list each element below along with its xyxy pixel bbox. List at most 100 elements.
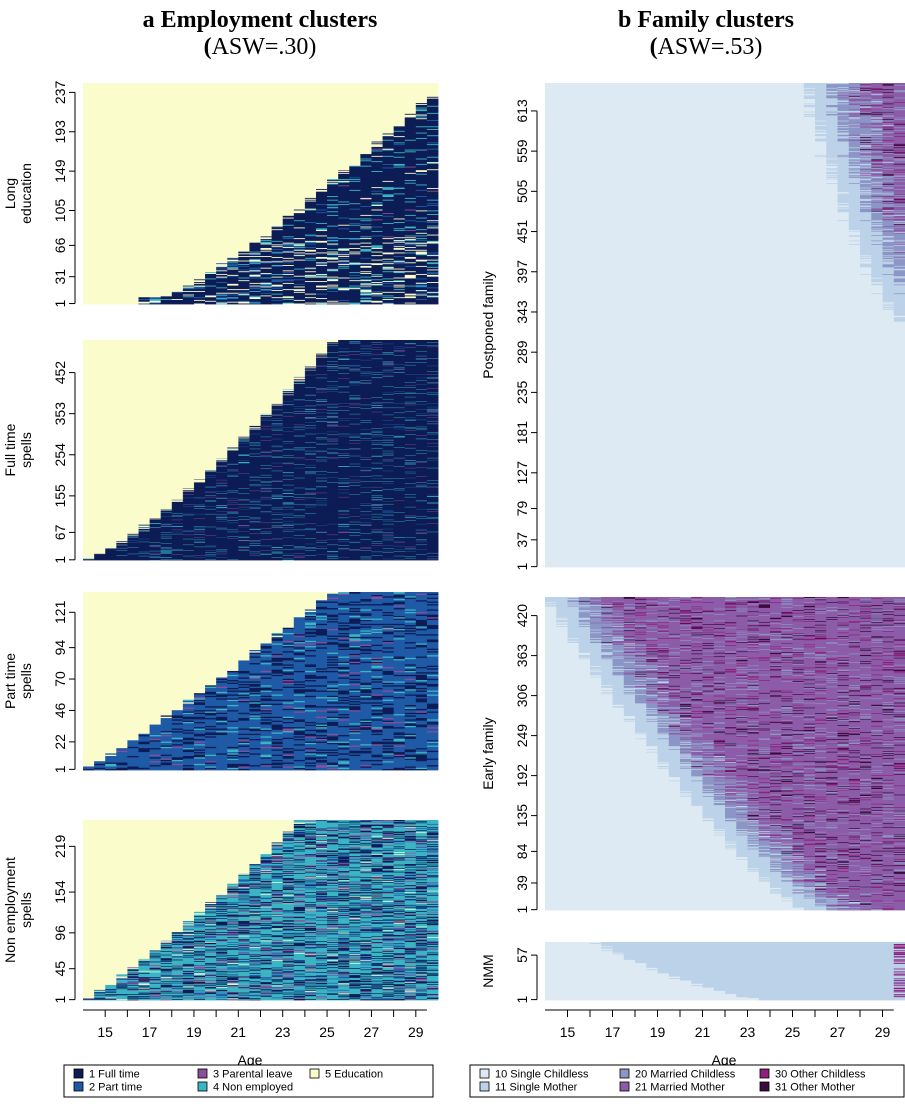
state-cell [338, 183, 439, 185]
state-cell [83, 255, 272, 257]
state-cell [83, 216, 284, 218]
state-cell [338, 745, 350, 747]
state-cell [349, 274, 361, 276]
state-cell [227, 266, 239, 268]
state-cell [171, 294, 184, 296]
state-cell [83, 764, 95, 767]
state-cell [83, 445, 239, 446]
state-cell [249, 433, 261, 435]
state-cell [227, 522, 239, 524]
state-cell [205, 767, 217, 770]
state-cell [260, 741, 272, 743]
state-cell [404, 423, 439, 425]
state-cell [349, 224, 361, 226]
state-cell [293, 755, 372, 758]
state-cell [338, 749, 406, 751]
state-cell [83, 376, 295, 378]
state-cell [293, 545, 306, 547]
state-cell [327, 297, 361, 300]
state-cell [216, 526, 239, 528]
state-cell [304, 374, 439, 376]
state-cell [426, 479, 439, 481]
state-cell [327, 278, 339, 280]
state-cell [83, 733, 139, 736]
y-tick-label: 353 [52, 402, 68, 426]
state-cell [360, 398, 383, 400]
state-cell [349, 170, 372, 172]
state-cell [83, 116, 417, 118]
state-cell [271, 292, 361, 294]
state-cell [271, 755, 284, 758]
state-cell [426, 295, 439, 298]
panel-asw: (ASW=.30) [204, 34, 317, 60]
state-cell [382, 282, 395, 284]
state-cell [249, 243, 261, 245]
state-cell [282, 246, 295, 249]
state-cell [315, 208, 350, 210]
state-cell [83, 516, 162, 517]
state-cell [94, 760, 150, 763]
state-cell [371, 282, 383, 284]
state-cell [160, 551, 173, 553]
state-cell [349, 165, 372, 167]
state-cell [83, 298, 139, 300]
state-cell [171, 506, 195, 507]
state-cell [205, 518, 361, 519]
state-cell [282, 545, 295, 546]
state-cell [293, 298, 383, 300]
state-cell [127, 762, 162, 764]
state-cell [127, 540, 139, 541]
state-cell [271, 407, 328, 409]
state-cell [216, 467, 306, 468]
state-cell [393, 735, 417, 738]
state-cell [404, 265, 417, 267]
state-cell [116, 547, 128, 548]
state-cell [382, 212, 395, 215]
state-cell [282, 546, 295, 548]
state-cell [304, 395, 317, 397]
state-cell [249, 741, 261, 743]
state-cell [249, 747, 261, 750]
state-cell [116, 754, 150, 756]
state-cell [426, 266, 439, 268]
state-cell [426, 109, 439, 112]
state-cell [382, 298, 395, 300]
state-cell [349, 529, 361, 531]
state-cell [227, 295, 250, 297]
state-cell [371, 289, 417, 291]
state-cell [404, 156, 428, 158]
state-cell [349, 368, 361, 370]
state-cell [304, 426, 395, 428]
state-cell [260, 456, 272, 458]
state-cell [382, 439, 395, 441]
state-cell [260, 287, 272, 290]
state-cell [426, 235, 439, 237]
state-cell [238, 524, 250, 526]
state-cell [415, 209, 439, 211]
state-cell [327, 440, 339, 442]
state-cell [415, 501, 428, 502]
state-cell [426, 739, 439, 742]
state-cell [327, 525, 361, 526]
state-cell [360, 243, 406, 245]
state-cell [426, 501, 439, 503]
state-cell [182, 515, 284, 516]
state-cell [371, 405, 383, 406]
state-cell [349, 166, 395, 168]
state-cell [282, 248, 295, 250]
state-cell [238, 442, 250, 444]
state-cell [83, 546, 117, 548]
state-cell [371, 165, 439, 167]
state-cell [282, 524, 295, 526]
state-cell [371, 203, 383, 206]
state-cell [349, 398, 361, 400]
state-cell [83, 259, 239, 261]
state-cell [404, 549, 417, 551]
state-cell [371, 443, 383, 445]
state-cell [315, 227, 328, 230]
state-cell [182, 291, 239, 293]
state-cell [138, 533, 250, 534]
state-cell [315, 401, 328, 402]
state-cell [227, 274, 239, 276]
